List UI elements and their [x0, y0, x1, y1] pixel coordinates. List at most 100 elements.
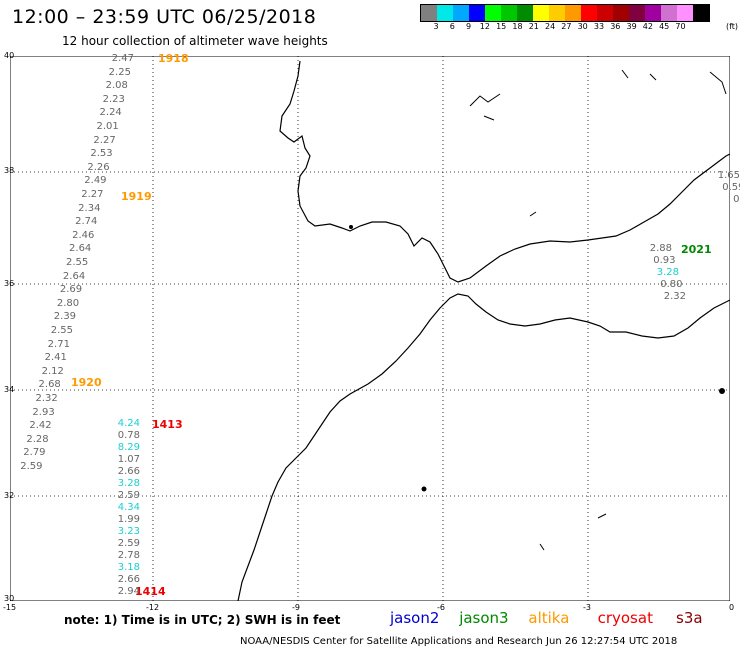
map-subtitle: 12 hour collection of altimeter wave hei… [62, 34, 328, 48]
wave-height-value: 2.59 [117, 490, 140, 501]
wave-height-value: 2.49 [84, 175, 107, 187]
wave-height-value: 2.12 [41, 365, 64, 377]
satellite-label-altika: altika [528, 609, 570, 627]
graticule [10, 56, 730, 601]
wave-height-value: 2.88 [649, 243, 672, 254]
wave-height-value: 2.55 [65, 257, 89, 268]
legend-swatch [453, 5, 469, 21]
wave-height-value: 2.78 [117, 550, 140, 561]
legend-tick-label: 15 [496, 22, 507, 31]
wave-height-value: 2.59 [20, 461, 43, 472]
wave-height-value: 3.23 [117, 526, 140, 537]
legend-tick-label: 6 [449, 22, 455, 31]
wave-height-value: 4.34 [117, 502, 140, 513]
lon-label-minus15: -15 [3, 603, 17, 612]
satellite-label-jason3: jason3 [459, 609, 509, 627]
wave-height-value: 0.80 [660, 279, 683, 290]
satellite-label-jason2: jason2 [390, 609, 440, 627]
legend-swatch [661, 5, 677, 21]
wave-height-value: 2.46 [72, 229, 95, 241]
legend-tick-label: 9 [466, 22, 472, 31]
legend-swatch [501, 5, 517, 21]
wave-height-value: 1.07 [117, 454, 140, 465]
wave-height-value: 0.78 [117, 430, 140, 441]
legend-swatch [645, 5, 661, 21]
legend-swatch [533, 5, 549, 21]
legend-tick-label: 24 [545, 22, 556, 31]
map-frame [10, 56, 730, 601]
pass-label-1918: 1918 [158, 52, 189, 65]
lon-label-minus3: -3 [583, 603, 591, 612]
wave-height-value: 2.34 [78, 202, 101, 214]
wave-height-value: 2.32 [35, 393, 58, 404]
legend-swatch [485, 5, 501, 21]
wave-height-value: 2. [718, 206, 740, 217]
legend-tick-label: 33 [593, 22, 605, 31]
wave-height-value: 2.64 [69, 243, 92, 255]
wave-height-value: 2.26 [87, 161, 110, 173]
wave-height-value: 3.28 [117, 478, 140, 489]
wave-height-value: 0.5 [733, 194, 740, 205]
wave-height-value: 2.24 [99, 107, 122, 119]
legend-swatch [469, 5, 485, 21]
wave-height-value: 8.29 [117, 442, 140, 453]
map-title: 12:00 – 23:59 UTC 06/25/2018 [12, 6, 317, 28]
wave-height-value: 2.94 [117, 586, 140, 597]
africa-coastline [237, 293, 730, 601]
wave-height-value: 2.42 [29, 420, 52, 432]
inland-features [469, 69, 727, 551]
legend-tick-label: 39 [626, 22, 637, 31]
iberia-coastline [279, 60, 730, 283]
wave-height-value: 4.24 [117, 418, 140, 429]
map-canvas [10, 56, 730, 601]
wave-height-value: 2.27 [81, 189, 104, 200]
lon-label-minus6: -6 [437, 603, 445, 612]
wave-height-value: 2.80 [56, 297, 80, 309]
wave-height-value: 3.18 [117, 562, 140, 573]
legend-swatch [549, 5, 565, 21]
wave-height-value: 2.55 [50, 325, 73, 336]
wave-height-value: 2.93 [32, 406, 55, 418]
legend-swatch [613, 5, 629, 21]
lat-label-30: 30 [4, 594, 15, 603]
wave-height-value: 1.65 [717, 170, 740, 181]
legend-tick-label: 12 [479, 22, 490, 31]
wave-height-value: 2.79 [23, 447, 46, 459]
legend-swatch [629, 5, 645, 21]
legend-tick-label: 30 [577, 22, 588, 31]
wave-height-value: 2.39 [53, 311, 77, 323]
wave-height-value: 2.69 [59, 284, 83, 296]
legend-tick-label: 42 [642, 22, 653, 31]
wave-height-value: 2.47 [111, 53, 134, 64]
lon-label-minus9: -9 [292, 603, 300, 612]
legend-swatch [421, 5, 437, 21]
pass-label-1414: 1414 [135, 585, 166, 598]
wave-height-value: 2.23 [102, 93, 125, 105]
satellite-label-s3a: s3a [676, 609, 703, 627]
wave-height-value: 2.25 [108, 66, 131, 78]
legend-swatch [565, 5, 581, 21]
wave-height-value: 2.66 [117, 574, 140, 585]
lon-label-minus12: -12 [146, 603, 160, 612]
wave-height-value: 2.08 [105, 80, 128, 92]
wave-height-value: 2.64 [62, 270, 86, 282]
legend-tick-label: 18 [512, 22, 523, 31]
lat-label-32: 32 [4, 491, 15, 500]
pass-label-1413: 1413 [152, 418, 183, 431]
legend-tick-label: 36 [610, 22, 621, 31]
wave-height-value: 2.53 [90, 148, 113, 160]
wave-height-value: 2.71 [47, 338, 70, 350]
lat-label-40: 40 [4, 51, 15, 60]
wave-height-value: 2.27 [93, 134, 116, 146]
wave-height-value: 2.01 [96, 121, 119, 132]
islands [349, 225, 725, 492]
lat-label-38: 38 [4, 166, 15, 175]
wave-height-value: 2.32 [663, 291, 686, 302]
wave-height-value: 0.59 [722, 182, 740, 193]
legend-swatch [693, 5, 709, 21]
lat-label-34: 34 [4, 385, 15, 394]
legend-swatch [517, 5, 533, 21]
wave-height-value: 2.59 [117, 538, 140, 549]
legend-tick-label: 21 [528, 22, 539, 31]
footnote: note: 1) Time is in UTC; 2) SWH is in fe… [64, 613, 341, 627]
